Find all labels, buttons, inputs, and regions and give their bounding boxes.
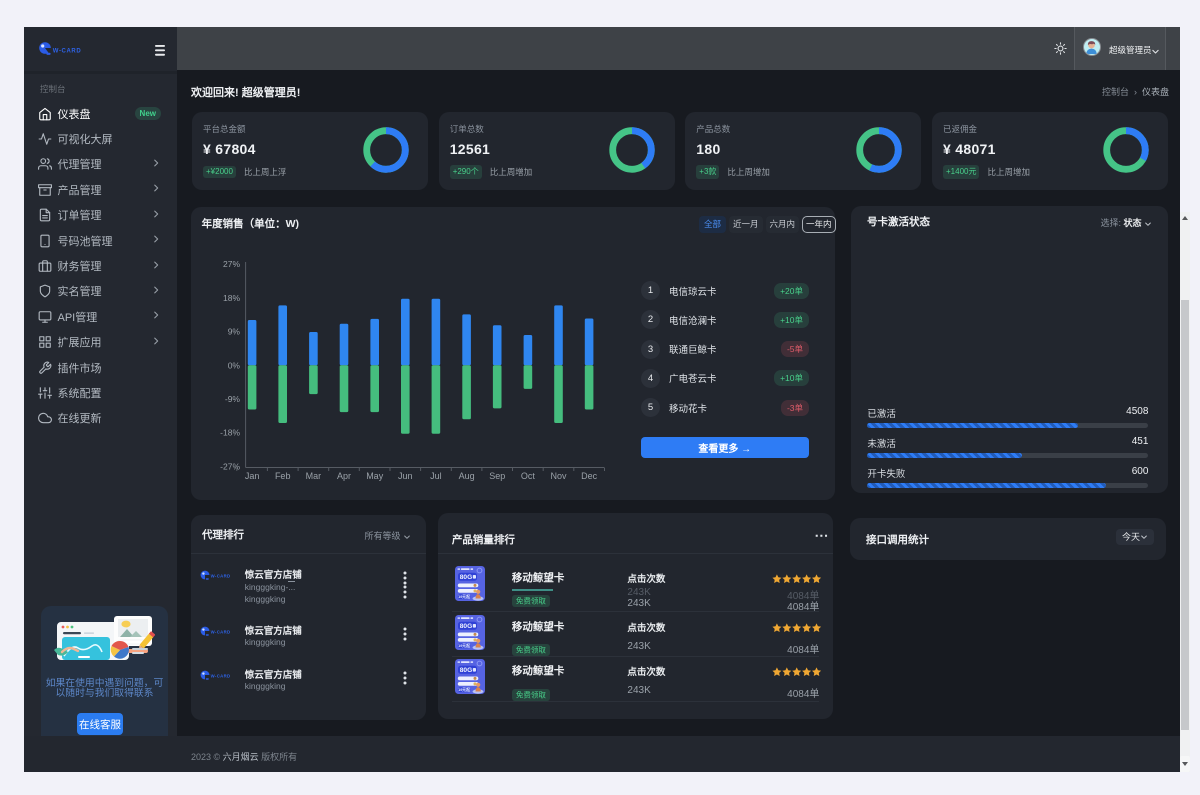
svg-text:18%: 18% bbox=[223, 293, 240, 303]
svg-text:W-CARD: W-CARD bbox=[211, 629, 231, 634]
svg-text:80G: 80G bbox=[459, 574, 471, 581]
svg-text:19元起: 19元起 bbox=[458, 687, 470, 692]
svg-text:W-CARD: W-CARD bbox=[53, 48, 82, 54]
svg-text:Nov: Nov bbox=[550, 471, 567, 481]
svg-text:W-CARD: W-CARD bbox=[211, 573, 231, 578]
svg-text:Apr: Apr bbox=[337, 471, 351, 481]
svg-text:Jan: Jan bbox=[245, 471, 260, 481]
svg-text:0%: 0% bbox=[228, 360, 241, 370]
svg-text:-27%: -27% bbox=[220, 461, 240, 471]
svg-text:80G: 80G bbox=[459, 667, 471, 674]
svg-text:Feb: Feb bbox=[275, 471, 291, 481]
svg-text:Mar: Mar bbox=[306, 471, 322, 481]
svg-text:19元起: 19元起 bbox=[458, 643, 470, 648]
svg-text:19元起: 19元起 bbox=[458, 594, 470, 599]
svg-text:May: May bbox=[366, 471, 384, 481]
svg-text:W-CARD: W-CARD bbox=[211, 673, 231, 678]
svg-text:Sep: Sep bbox=[489, 471, 505, 481]
svg-text:Jul: Jul bbox=[430, 471, 442, 481]
svg-text:9%: 9% bbox=[228, 327, 241, 337]
svg-text:Dec: Dec bbox=[581, 471, 598, 481]
svg-text:Jun: Jun bbox=[398, 471, 413, 481]
svg-text:Oct: Oct bbox=[521, 471, 536, 481]
svg-text:-18%: -18% bbox=[220, 428, 240, 438]
svg-text:80G: 80G bbox=[459, 623, 471, 630]
svg-text:-9%: -9% bbox=[225, 394, 241, 404]
svg-text:Aug: Aug bbox=[459, 471, 475, 481]
svg-text:27%: 27% bbox=[223, 259, 240, 269]
